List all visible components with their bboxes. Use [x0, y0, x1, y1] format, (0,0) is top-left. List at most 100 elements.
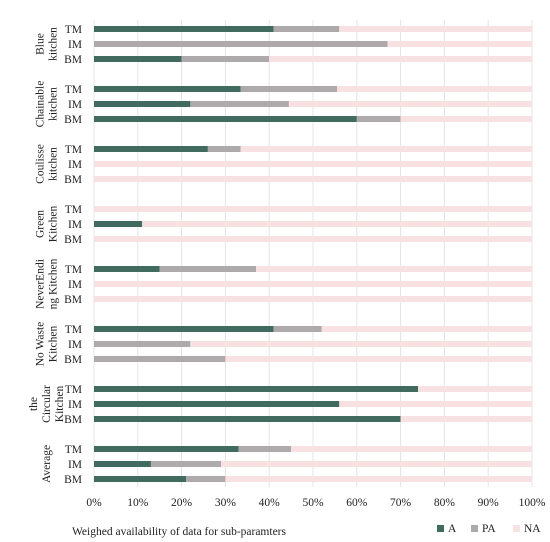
group-label: Bluekitchen	[35, 27, 60, 61]
row-label: TM	[65, 324, 82, 336]
row-label: TM	[65, 204, 82, 216]
legend-swatch-a	[437, 525, 444, 532]
row-label: IM	[68, 459, 82, 471]
group-label: Coulissekitchen	[35, 144, 60, 184]
row-label: BM	[64, 54, 82, 66]
bar-segment-na	[94, 161, 532, 167]
bar-segment-a	[94, 476, 186, 482]
bar-segment-a	[94, 116, 357, 122]
x-tick-label: 10%	[127, 497, 149, 509]
bar-segment-a	[94, 221, 143, 227]
bar-segment-pa	[150, 461, 222, 467]
bar-segment-a	[94, 326, 274, 332]
bar-segment-na	[400, 116, 532, 122]
bar-segment-pa	[207, 146, 241, 152]
bar-segment-na	[400, 416, 532, 422]
row-label: TM	[65, 444, 82, 456]
bar-segment-a	[94, 56, 182, 62]
bar-segment-a	[94, 266, 160, 272]
x-tick-labels: 0% 10% 20% 30% 40% 50% 60% 70% 80% 90% 100%	[86, 497, 546, 509]
bar-segment-na	[94, 281, 532, 287]
row-label: IM	[68, 339, 82, 351]
x-tick-label: 50%	[302, 497, 324, 509]
row-label: TM	[65, 384, 82, 396]
row-label: BM	[64, 414, 82, 426]
x-tick-label: 80%	[434, 497, 456, 509]
x-tick-label: 40%	[259, 497, 281, 509]
legend: A PA NA	[437, 523, 541, 535]
bar-segment-pa	[159, 266, 257, 272]
row-label: IM	[68, 279, 82, 291]
bar-segment-na	[321, 326, 532, 332]
x-tick-label: 90%	[478, 497, 500, 509]
bar-segment-a	[94, 101, 191, 107]
bar-segment-na	[221, 461, 532, 467]
bar-segment-a	[94, 26, 274, 32]
bar-segment-na	[225, 356, 532, 362]
bar-segment-na	[94, 236, 532, 242]
row-label: BM	[64, 354, 82, 366]
row-label: IM	[68, 159, 82, 171]
bar-segment-na	[269, 56, 532, 62]
row-label: BM	[64, 234, 82, 246]
x-tick-label: 60%	[346, 497, 368, 509]
labels-layer: TM IM BM Bluekitchen TM IM BM Chainablekitchen T…	[28, 24, 82, 486]
x-tick-label: 20%	[171, 497, 193, 509]
bars-layer	[94, 26, 533, 482]
bar-segment-na	[339, 26, 532, 32]
x-axis-label: Weighed availability of data for sub-par…	[72, 526, 287, 538]
bar-segment-a	[94, 386, 419, 392]
bar-segment-na	[418, 386, 532, 392]
x-tick-label: 100%	[519, 497, 546, 509]
bar-segment-pa	[94, 356, 226, 362]
bar-segment-pa	[273, 326, 322, 332]
row-label: TM	[65, 144, 82, 156]
bar-segment-na	[190, 341, 533, 347]
bar-segment-na	[94, 206, 532, 212]
group-label: GreenKitchen	[35, 206, 60, 243]
row-label: BM	[64, 294, 82, 306]
bar-segment-na	[94, 296, 532, 302]
bar-segment-na	[94, 176, 532, 182]
bar-segment-na	[288, 101, 532, 107]
row-label: TM	[65, 24, 82, 36]
bar-segment-na	[225, 476, 532, 482]
grid-layer	[93, 20, 533, 487]
legend-label-na: NA	[524, 523, 541, 535]
bar-segment-pa	[356, 116, 401, 122]
row-label: TM	[65, 84, 82, 96]
row-label: IM	[68, 99, 82, 111]
bar-segment-na	[337, 86, 532, 92]
bar-segment-a	[94, 401, 340, 407]
bar-segment-a	[94, 461, 151, 467]
x-tick-label: 30%	[215, 497, 237, 509]
bar-segment-na	[291, 446, 532, 452]
bar-segment-pa	[94, 341, 191, 347]
bar-segment-pa	[181, 56, 270, 62]
bar-segment-a	[94, 146, 208, 152]
bar-segment-pa	[185, 476, 226, 482]
row-label: BM	[64, 174, 82, 186]
row-label: IM	[68, 399, 82, 411]
bar-segment-na	[387, 41, 532, 47]
bar-segment-a	[94, 416, 401, 422]
bar-segment-na	[256, 266, 532, 272]
bar-segment-pa	[238, 446, 292, 452]
x-tick-label: 70%	[390, 497, 412, 509]
bar-segment-a	[94, 446, 239, 452]
group-label: theCircularKitchen	[28, 385, 66, 423]
x-tick-label: 0%	[86, 497, 102, 509]
row-label: BM	[64, 114, 82, 126]
group-label: NeverEnding Kitchen	[35, 258, 60, 309]
legend-label-a: A	[448, 523, 457, 535]
group-label: No WasteKitchen	[35, 322, 60, 367]
row-label: IM	[68, 219, 82, 231]
bar-segment-a	[94, 86, 241, 92]
legend-swatch-na	[513, 525, 520, 532]
legend-swatch-pa	[471, 525, 478, 532]
row-label: TM	[65, 264, 82, 276]
bar-segment-na	[339, 401, 532, 407]
row-label: IM	[68, 39, 82, 51]
bar-segment-na	[142, 221, 532, 227]
